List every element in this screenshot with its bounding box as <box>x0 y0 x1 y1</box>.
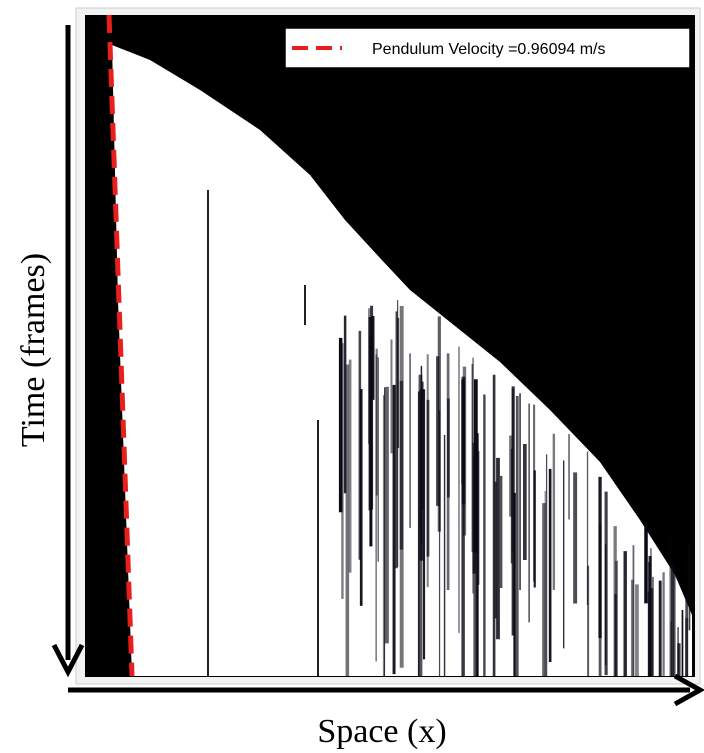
legend-text: Pendulum Velocity =0.96094 m/s <box>372 41 605 58</box>
time-arrowhead <box>51 643 85 678</box>
velocity-line <box>106 14 135 677</box>
legend-box <box>284 27 691 69</box>
x-axis-label: Space (x) <box>317 713 446 750</box>
streaks <box>207 190 691 676</box>
y-axis-label: Time (frames) <box>15 253 52 447</box>
space-arrowhead <box>673 673 704 707</box>
